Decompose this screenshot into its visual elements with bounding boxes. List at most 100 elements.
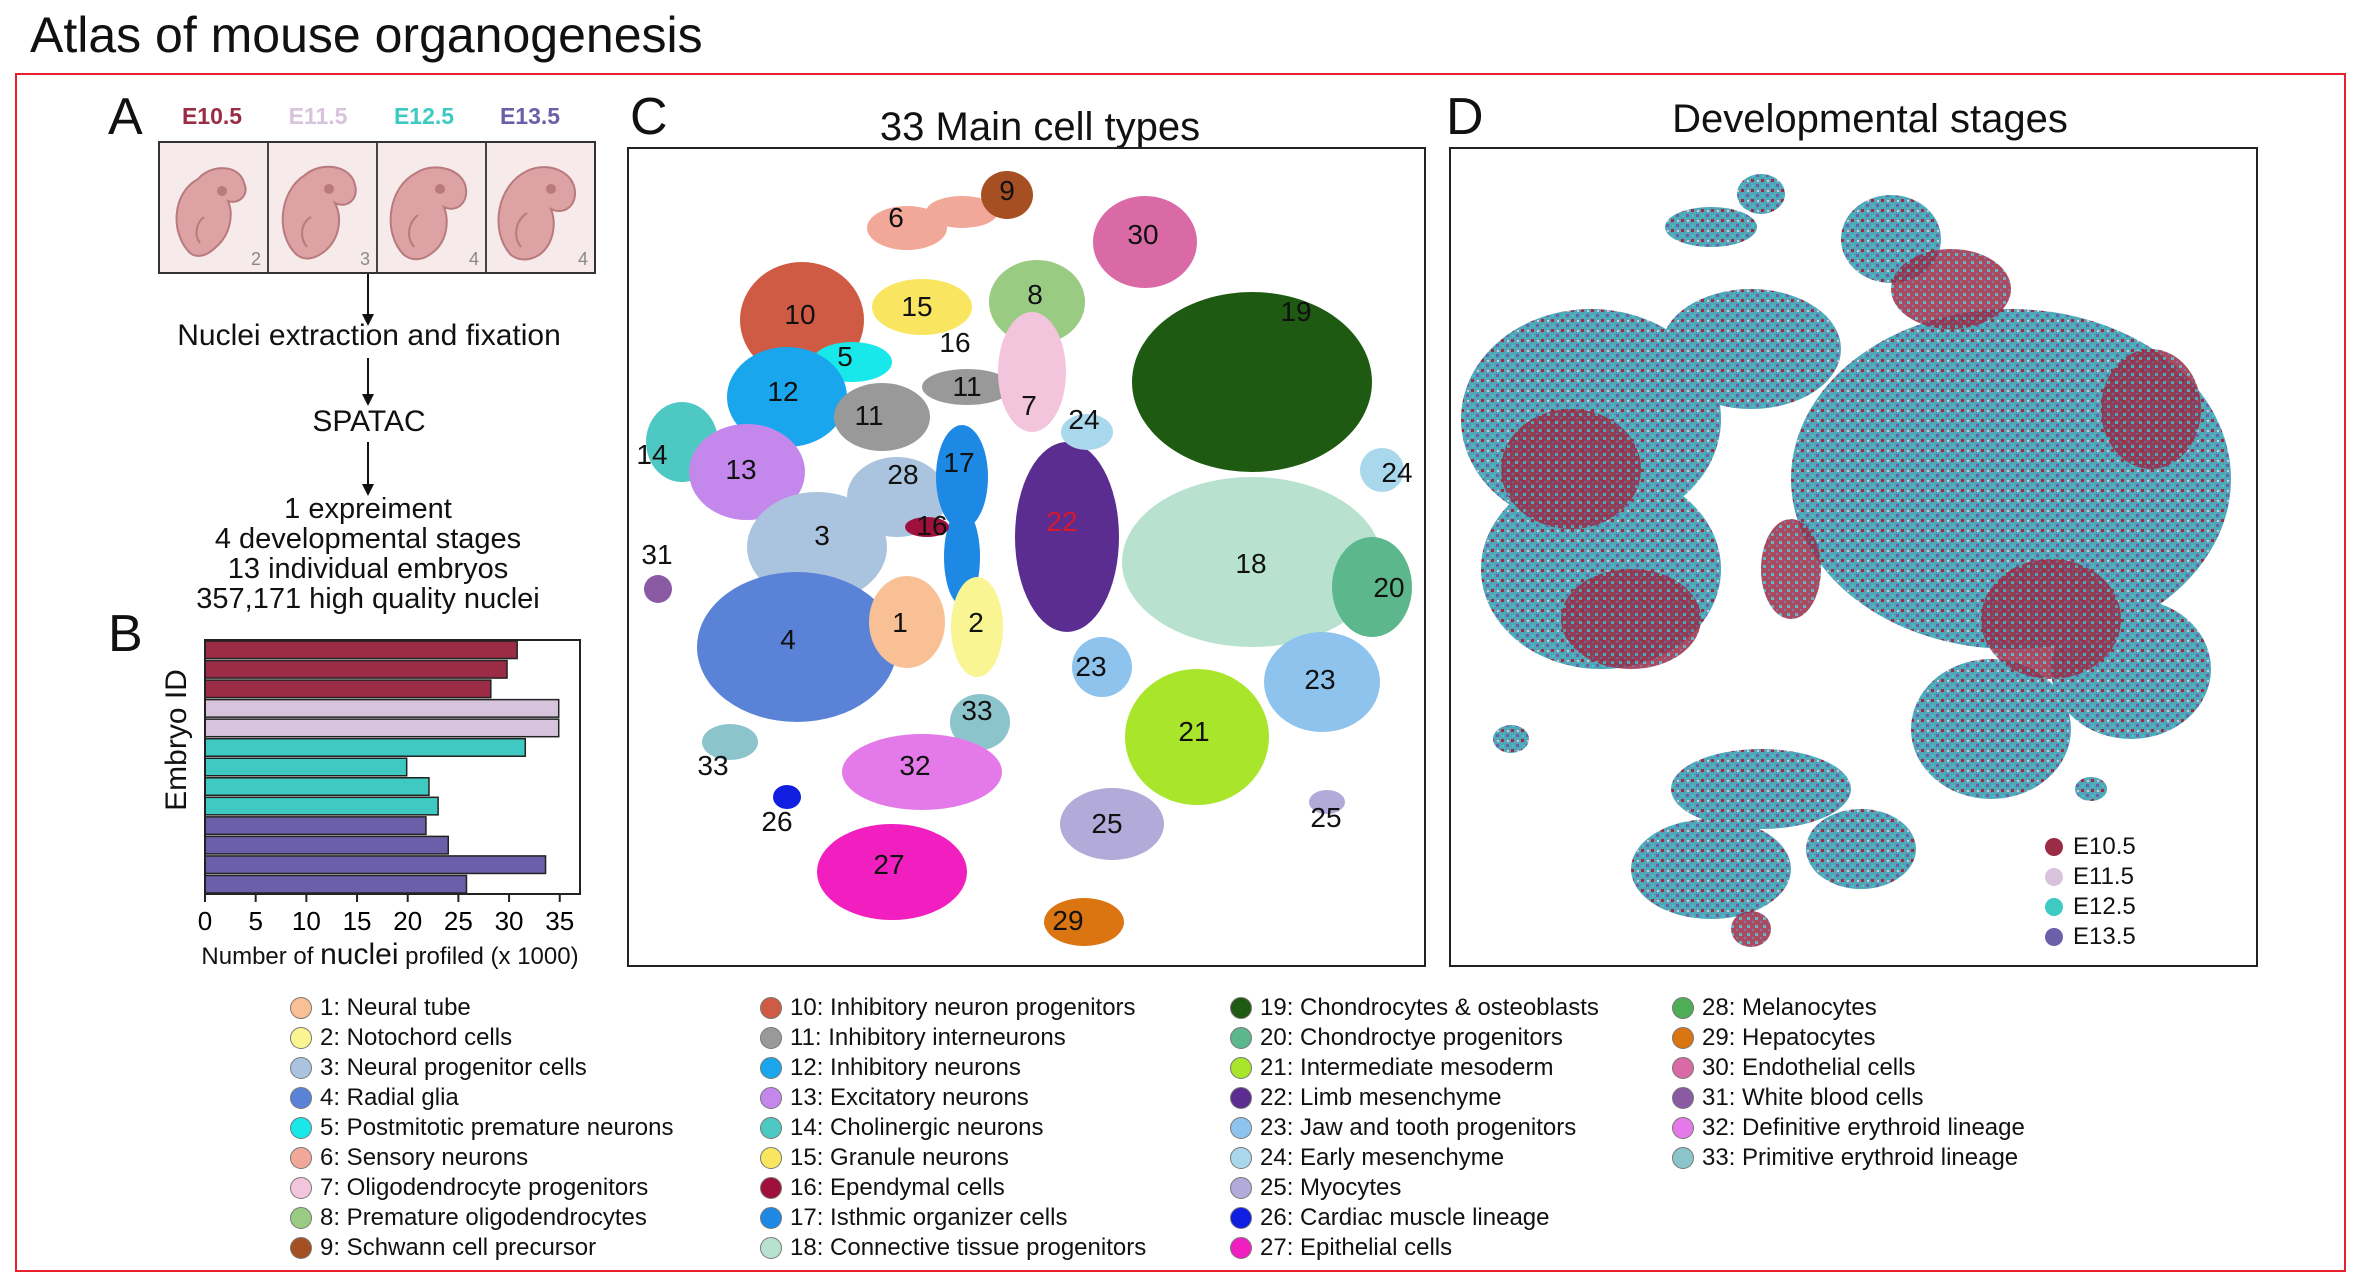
cluster-label: 12: [767, 376, 799, 407]
legend-label: 5: Postmitotic premature neurons: [320, 1114, 674, 1141]
legend-label: 6: Sensory neurons: [320, 1144, 529, 1171]
legend-item: 31: White blood cells: [1672, 1083, 2025, 1113]
cluster-31-blob: [644, 575, 672, 603]
cluster-label: 3: [814, 520, 830, 551]
tick-group: 0 5 10 15 20 25 30 35: [198, 894, 574, 935]
bar-e12-5: [204, 757, 408, 777]
legend-item: 8: Premature oligodendrocytes: [290, 1203, 674, 1233]
cluster-20-blob: [1332, 537, 1412, 637]
cell-type-legend-column: 1: Neural tube 2: Notochord cells 3: Neura…: [290, 993, 674, 1263]
cluster-label: 24: [1381, 457, 1413, 488]
flow-arrows: [362, 274, 374, 496]
summary-line: 13 individual embryos: [227, 553, 509, 585]
legend-item: 19: Chondrocytes & osteoblasts: [1230, 993, 1599, 1023]
embryo-illustration: [389, 166, 468, 261]
cell-type-legend-column: 10: Inhibitory neuron progenitors 11: Inh…: [760, 993, 1146, 1263]
legend-dot: [1230, 1207, 1252, 1229]
dev-legend-item: E13.5: [2045, 922, 2136, 952]
legend-item: 20: Chondroctye progenitors: [1230, 1023, 1599, 1053]
legend-label: 14: Cholinergic neurons: [790, 1114, 1044, 1141]
cluster-30-blob: [1093, 196, 1197, 288]
cluster-25-blob: [1309, 790, 1345, 814]
legend-item: 1: Neural tube: [290, 993, 674, 1023]
legend-label: 7: Oligodendrocyte progenitors: [320, 1174, 649, 1201]
legend-item: 16: Ependymal cells: [760, 1173, 1146, 1203]
cluster-label: 25: [1091, 808, 1123, 839]
stage-label-e11-5: E11.5: [288, 103, 348, 129]
legend-dot: [760, 997, 782, 1019]
developmental-stages-density: [1461, 174, 2231, 947]
legend-item: 29: Hepatocytes: [1672, 1023, 2025, 1053]
legend-item: 33: Primitive erythroid lineage: [1672, 1143, 2025, 1173]
legend-dot: [290, 1087, 312, 1109]
legend-label: 19: Chondrocytes & osteoblasts: [1260, 994, 1599, 1021]
cluster-24-blob: [1360, 448, 1404, 492]
legend-item: 15: Granule neurons: [760, 1143, 1146, 1173]
embryo-illustration: [497, 166, 577, 261]
legend-dot: [2045, 928, 2063, 946]
legend-label: 30: Endothelial cells: [1702, 1054, 1916, 1081]
cluster-15-blob: [872, 279, 972, 335]
x-tick-label: 30: [495, 906, 524, 935]
bar-e13-5: [204, 855, 547, 875]
cluster-label: 5: [837, 341, 853, 372]
embryo-count: 2: [250, 249, 261, 269]
legend-dot: [760, 1147, 782, 1169]
cluster-label: 7: [1021, 390, 1037, 421]
cluster-label: 22: [1046, 506, 1078, 537]
summary-line: 357,171 high quality nuclei: [196, 583, 540, 615]
bar-e10-5: [204, 659, 508, 679]
embryo-illustration: [281, 165, 357, 260]
cluster-label: 9: [999, 175, 1015, 206]
legend-dot: [1230, 1117, 1252, 1139]
bar-e12-5: [204, 796, 439, 816]
legend-label: 28: Melanocytes: [1702, 994, 1877, 1021]
chart-ylabel: Embryo ID: [160, 669, 193, 811]
legend-dot: [1230, 1177, 1252, 1199]
dev-legend-item: E11.5: [2045, 862, 2136, 892]
legend-dot: [2045, 838, 2063, 856]
bar-group: [204, 640, 560, 894]
legend-item: 30: Endothelial cells: [1672, 1053, 2025, 1083]
legend-label: 29: Hepatocytes: [1702, 1024, 1876, 1051]
bar-e12-5: [204, 737, 527, 757]
stage-label-e13-5: E13.5: [499, 103, 561, 129]
cluster-label: 24: [1068, 404, 1100, 435]
cluster-6-blob: [926, 196, 998, 228]
cluster-1-blob: [869, 576, 945, 668]
legend-dot: [1672, 1027, 1694, 1049]
cluster-21-blob: [1125, 669, 1269, 805]
cluster-22-blob: [1015, 442, 1119, 632]
legend-item: 28: Melanocytes: [1672, 993, 2025, 1023]
cluster-label: 23: [1304, 664, 1336, 695]
legend-label: 11: Inhibitory interneurons: [790, 1024, 1066, 1051]
cluster-6-blob: [867, 206, 947, 250]
legend-label: 25: Myocytes: [1260, 1174, 1402, 1201]
cluster-label: 2: [968, 607, 984, 638]
stage-label-e12-5: E12.5: [393, 103, 455, 129]
x-tick-label: 20: [393, 906, 422, 935]
summary-line: 1 expreiment: [284, 493, 452, 525]
legend-item: 4: Radial glia: [290, 1083, 674, 1113]
dev-legend-label: E12.5: [2073, 893, 2136, 920]
cluster-label: 23: [1075, 651, 1107, 682]
cluster-label: 18: [1235, 548, 1267, 579]
legend-item: 13: Excitatory neurons: [760, 1083, 1146, 1113]
cluster-label: 28: [887, 459, 919, 490]
legend-dot: [290, 997, 312, 1019]
cluster-label: 11: [952, 371, 982, 402]
dev-legend-label: E13.5: [2073, 923, 2136, 950]
legend-dot: [290, 1207, 312, 1229]
chart-plot-frame: [204, 639, 581, 895]
panel-d-title: Developmental stages: [1672, 97, 2068, 141]
cluster-11-blob: [922, 369, 1012, 405]
cluster-label: 16: [939, 327, 971, 358]
legend-item: 18: Connective tissue progenitors: [760, 1233, 1146, 1263]
cluster-13-blob: [689, 424, 805, 520]
legend-dot: [1230, 1027, 1252, 1049]
cluster-label: 6: [888, 202, 904, 233]
x-tick-label: 0: [198, 906, 212, 935]
panel-d-letter: D: [1446, 88, 1484, 146]
page-title: Atlas of mouse organogenesis: [30, 7, 703, 63]
legend-item: 17: Isthmic organizer cells: [760, 1203, 1146, 1233]
